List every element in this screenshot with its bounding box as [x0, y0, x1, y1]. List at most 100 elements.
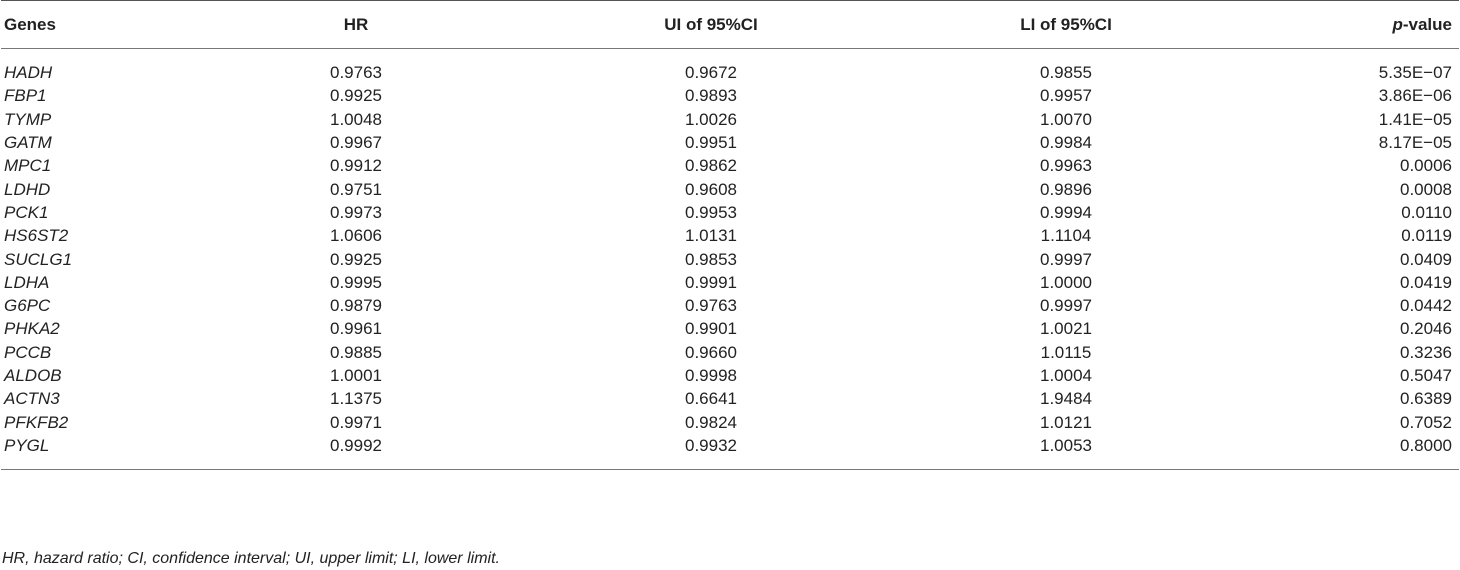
table-cell: 0.2046 — [1400, 319, 1452, 339]
table-cell: 0.6389 — [1400, 389, 1452, 409]
table-cell: 0.9608 — [685, 179, 737, 199]
table-cell: 0.9992 — [181, 433, 531, 471]
table-cell: 1.0606 — [330, 226, 382, 246]
table-row: HS6ST2 1.0606 1.0131 1.1104 0.0119 — [1, 224, 1459, 247]
table-cell: 0.0442 — [1400, 296, 1452, 316]
table-cell: 8.17E−05 — [1378, 133, 1452, 153]
table-cell: 0.7052 — [1400, 412, 1452, 432]
gene-name: PHKA2 — [4, 319, 60, 339]
table-row: FBP1 0.9925 0.9893 0.9957 3.86E−06 — [1, 84, 1459, 107]
table-row: PFKFB2 0.9971 0.9824 1.0121 0.7052 — [1, 410, 1459, 433]
table-row: SUCLG1 0.9925 0.9853 0.9997 0.0409 — [1, 247, 1459, 270]
gene-name: SUCLG1 — [4, 249, 73, 269]
table-cell: 1.0026 — [685, 109, 737, 129]
gene-name: PFKFB2 — [4, 412, 69, 432]
table-cell: 0.9953 — [685, 202, 737, 222]
header-row: Genes HR UI of 95%CI LI of 95%CI p-value — [1, 0, 1459, 49]
footnote: HR, hazard ratio; CI, confidence interva… — [2, 550, 500, 567]
table-cell: 0.9893 — [685, 86, 737, 106]
table-cell: 0.9855 — [1040, 63, 1092, 83]
gene-name: PCK1 — [4, 202, 49, 222]
table-cell: 0.0419 — [1400, 272, 1452, 292]
table-cell: 0.9885 — [330, 342, 382, 362]
table-cell: 1.41E−05 — [1378, 109, 1452, 129]
table-cell: 1.0000 — [1040, 272, 1092, 292]
table-cell: 0.9763 — [330, 63, 382, 83]
gene-name: HS6ST2 — [4, 226, 69, 246]
table-body: HADH 0.9763 0.9672 0.9855 5.35E−07 FBP1 0.9925… — [1, 49, 1459, 471]
table-cell: 0.8000 — [1241, 433, 1459, 471]
table-row: TYMP 1.0048 1.0026 1.0070 1.41E−05 — [1, 108, 1459, 131]
table-cell: 0.0008 — [1400, 179, 1452, 199]
table-cell: 0.9660 — [685, 342, 737, 362]
table-cell: 0.0110 — [1401, 202, 1452, 222]
table-row: PYGL 0.9992 0.9932 1.0053 0.8000 — [1, 433, 1459, 471]
table-cell: 0.9896 — [1040, 179, 1092, 199]
table-cell: 1.0053 — [891, 433, 1241, 471]
table-cell: 0.3236 — [1400, 342, 1452, 362]
table-cell: 1.0004 — [1040, 366, 1092, 385]
table-cell: 0.9853 — [685, 249, 737, 269]
results-table: Genes HR UI of 95%CI LI of 95%CI p-value HAD… — [1, 0, 1459, 471]
gene-name: GATM — [4, 133, 52, 153]
table-row: PCK1 0.9973 0.9953 0.9994 0.0110 — [1, 201, 1459, 224]
table-cell: 0.9879 — [330, 296, 382, 316]
table-row: G6PC 0.9879 0.9763 0.9997 0.0442 — [1, 294, 1459, 317]
gene-name: ACTN3 — [4, 389, 60, 409]
table-cell: 0.0006 — [1400, 156, 1452, 176]
table-cell: 0.9932 — [531, 433, 891, 471]
table-cell: 0.9997 — [1040, 249, 1092, 269]
column-header: LI of 95%CI — [891, 0, 1241, 49]
table-row: PCCB 0.9885 0.9660 1.0115 0.3236 — [1, 341, 1459, 364]
table-cell: 0.9901 — [685, 319, 737, 339]
table-row: LDHA 0.9995 0.9991 1.0000 0.0419 — [1, 271, 1459, 294]
table-cell: 0.9997 — [1040, 296, 1092, 316]
table-cell: 5.35E−07 — [1378, 63, 1452, 83]
table-cell: 0.9994 — [1040, 202, 1092, 222]
table-cell: 1.0115 — [1040, 342, 1092, 362]
table-cell: 0.0409 — [1400, 249, 1452, 269]
table-cell: 3.86E−06 — [1378, 86, 1452, 106]
table-header: Genes HR UI of 95%CI LI of 95%CI p-value — [1, 0, 1459, 49]
table-cell: 1.1104 — [1040, 226, 1092, 246]
table-cell: 0.9925 — [330, 86, 382, 106]
table-cell: 0.9925 — [330, 249, 382, 269]
column-header: UI of 95%CI — [531, 0, 891, 49]
gene-name: PYGL — [1, 433, 181, 471]
table-cell: 0.9973 — [330, 202, 382, 222]
table-cell: 0.9763 — [685, 296, 737, 316]
gene-name: ALDOB — [4, 366, 62, 385]
table-cell: 0.9957 — [1040, 86, 1092, 106]
table-cell: 1.0021 — [1040, 319, 1092, 339]
table-cell: 0.9998 — [685, 366, 737, 385]
table-cell: 1.0048 — [330, 109, 382, 129]
table-cell: 0.9971 — [330, 412, 382, 432]
gene-name: LDHD — [4, 179, 51, 199]
table-cell: 0.9961 — [330, 319, 382, 339]
table-cell: 1.0001 — [330, 366, 382, 385]
column-header: HR — [181, 0, 531, 49]
table-cell: 0.9963 — [1040, 156, 1092, 176]
table-cell: 0.9951 — [685, 133, 737, 153]
table-row: LDHD 0.9751 0.9608 0.9896 0.0008 — [1, 177, 1459, 200]
table-cell: 0.0119 — [1401, 226, 1452, 246]
column-header: p-value — [1241, 0, 1459, 49]
table-cell: 0.9995 — [330, 272, 382, 292]
table-cell: 0.9912 — [330, 156, 382, 176]
table-row: ACTN3 1.1375 0.6641 1.9484 0.6389 — [1, 387, 1459, 410]
table-cell: 1.0070 — [1040, 109, 1092, 129]
gene-name: PCCB — [4, 342, 52, 362]
table-row: ALDOB 1.0001 0.9998 1.0004 0.5047 — [1, 364, 1459, 387]
gene-name: TYMP — [4, 109, 52, 129]
gene-name: FBP1 — [4, 86, 47, 106]
gene-name: MPC1 — [4, 156, 52, 176]
table-cell: 0.9984 — [1040, 133, 1092, 153]
table-cell: 0.9991 — [685, 272, 737, 292]
table-cell: 0.6641 — [685, 389, 737, 409]
table-cell: 0.9824 — [685, 412, 737, 432]
table-cell: 0.9751 — [330, 179, 382, 199]
table-cell: 0.9862 — [685, 156, 737, 176]
table-row: PHKA2 0.9961 0.9901 1.0021 0.2046 — [1, 317, 1459, 340]
table-cell: 0.9672 — [685, 63, 737, 83]
gene-name: G6PC — [4, 296, 51, 316]
